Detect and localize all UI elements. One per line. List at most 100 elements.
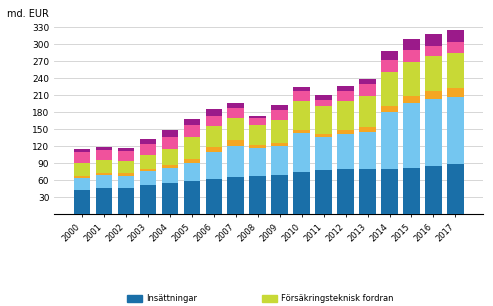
Bar [337, 130, 354, 134]
Bar [96, 173, 112, 175]
Bar [206, 126, 222, 147]
Bar [227, 146, 244, 177]
Bar [337, 169, 354, 214]
Bar [316, 170, 332, 214]
Bar [293, 101, 310, 130]
Bar [359, 84, 376, 96]
Bar [183, 125, 200, 137]
Bar [162, 149, 178, 165]
Bar [96, 150, 112, 160]
Bar [227, 177, 244, 214]
Bar [74, 190, 90, 214]
Bar [183, 119, 200, 125]
Bar [183, 181, 200, 214]
Bar [183, 159, 200, 163]
Bar [403, 50, 420, 62]
Bar [227, 103, 244, 108]
Bar [447, 31, 463, 42]
Bar [293, 91, 310, 101]
Bar [227, 140, 244, 146]
Bar [272, 120, 288, 143]
Bar [162, 183, 178, 214]
Bar [425, 91, 442, 99]
Bar [425, 99, 442, 166]
Bar [272, 146, 288, 174]
Bar [359, 79, 376, 84]
Bar [206, 109, 222, 116]
Bar [316, 95, 332, 100]
Bar [293, 87, 310, 91]
Bar [249, 118, 266, 125]
Bar [74, 149, 90, 152]
Bar [447, 53, 463, 88]
Bar [337, 101, 354, 130]
Bar [316, 106, 332, 134]
Bar [381, 60, 398, 73]
Bar [403, 96, 420, 103]
Bar [249, 116, 266, 118]
Bar [118, 161, 134, 174]
Bar [183, 163, 200, 181]
Bar [183, 137, 200, 159]
Bar [227, 108, 244, 118]
Bar [140, 139, 156, 144]
Bar [140, 155, 156, 169]
Bar [162, 136, 178, 149]
Bar [337, 86, 354, 91]
Bar [206, 152, 222, 179]
Bar [96, 188, 112, 214]
Bar [96, 160, 112, 173]
Bar [96, 175, 112, 188]
Bar [118, 151, 134, 161]
Bar [447, 97, 463, 164]
Bar [162, 165, 178, 168]
Bar [381, 51, 398, 60]
Bar [425, 166, 442, 214]
Bar [359, 127, 376, 132]
Bar [359, 169, 376, 214]
Bar [140, 169, 156, 171]
Bar [425, 56, 442, 91]
Bar [74, 178, 90, 190]
Bar [359, 132, 376, 169]
Bar [381, 112, 398, 169]
Bar [447, 88, 463, 97]
Bar [118, 176, 134, 188]
Text: md. EUR: md. EUR [7, 9, 49, 20]
Bar [403, 62, 420, 96]
Bar [293, 130, 310, 133]
Bar [403, 168, 420, 214]
Bar [227, 118, 244, 140]
Bar [74, 176, 90, 178]
Bar [359, 96, 376, 127]
Bar [118, 174, 134, 176]
Bar [272, 110, 288, 120]
Bar [140, 185, 156, 214]
Bar [316, 100, 332, 106]
Bar [162, 130, 178, 136]
Bar [74, 163, 90, 176]
Bar [140, 144, 156, 155]
Bar [293, 133, 310, 172]
Bar [96, 147, 112, 150]
Bar [206, 116, 222, 126]
Bar [425, 35, 442, 46]
Bar [447, 164, 463, 214]
Bar [316, 137, 332, 170]
Bar [293, 172, 310, 214]
Bar [381, 73, 398, 106]
Bar [447, 42, 463, 53]
Bar [381, 106, 398, 112]
Bar [316, 134, 332, 137]
Bar [381, 169, 398, 214]
Bar [140, 171, 156, 185]
Bar [118, 148, 134, 151]
Bar [249, 148, 266, 176]
Bar [272, 174, 288, 214]
Bar [403, 39, 420, 50]
Bar [425, 46, 442, 56]
Bar [337, 91, 354, 101]
Legend: Insättningar, Övriga aktier och andelar, Fondandelar, Försäkringsteknisk fordran: Insättningar, Övriga aktier och andelar,… [124, 292, 396, 306]
Bar [337, 134, 354, 169]
Bar [403, 103, 420, 168]
